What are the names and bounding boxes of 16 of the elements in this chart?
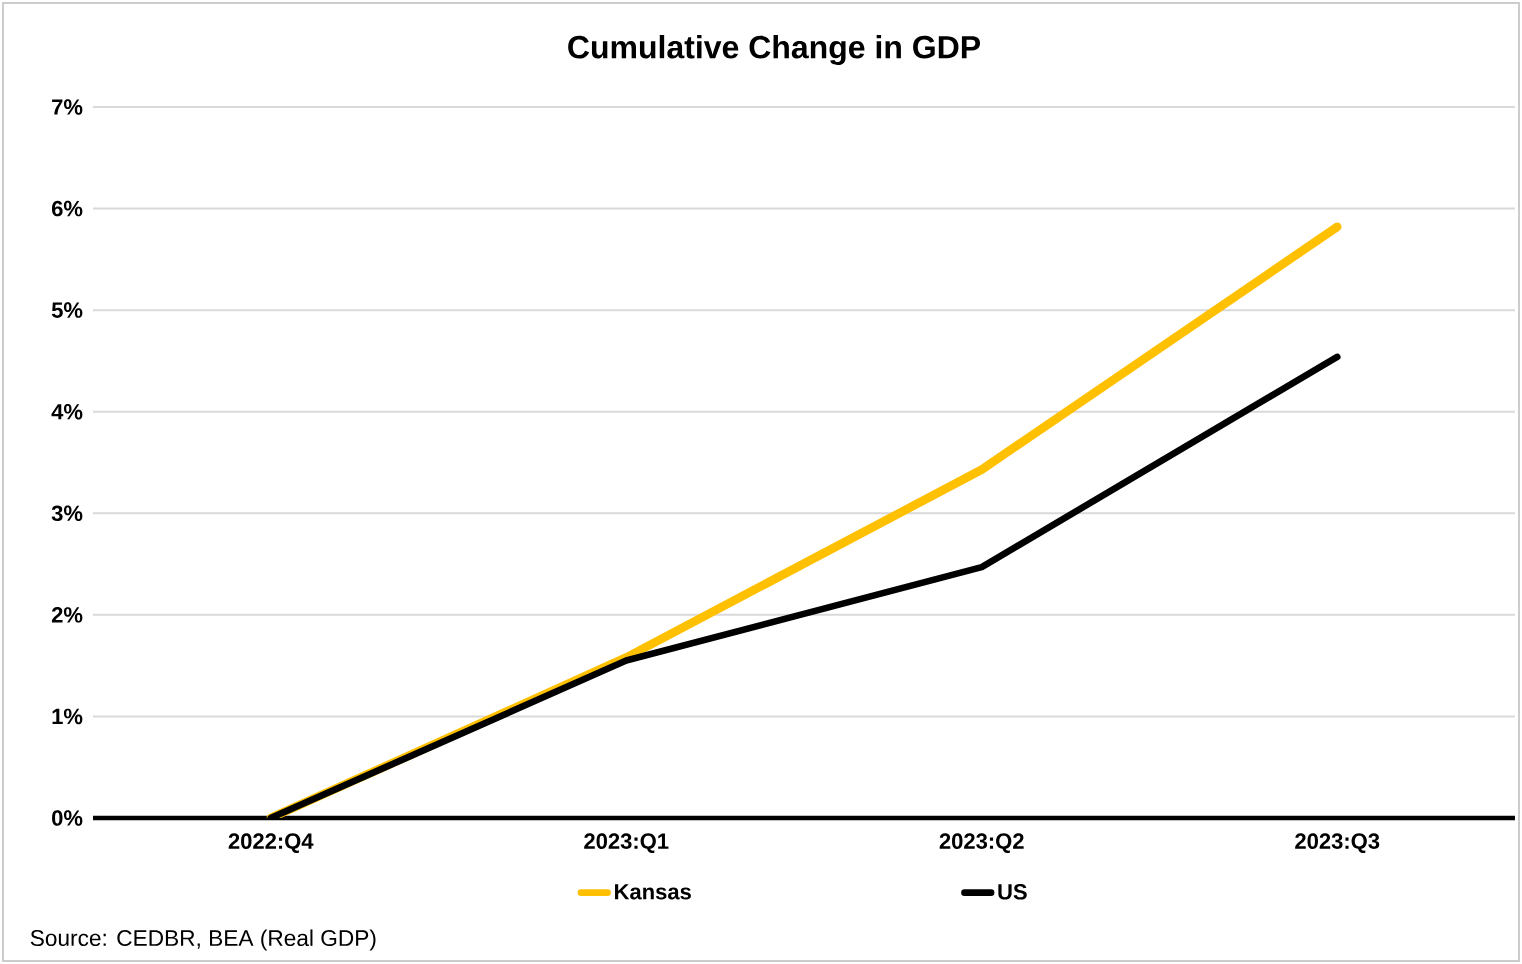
chart-title: Cumulative Change in GDP [568,35,981,65]
y-tick-label: 7% [52,99,83,115]
y-tick-label: 0% [52,810,83,826]
y-tick-label: 5% [51,302,83,318]
x-tick-label: 2023:Q3 [1295,833,1380,854]
x-tick-label: 2023:Q2 [939,833,1024,854]
y-tick-label: 1% [52,708,83,725]
legend-label: US [998,884,1027,900]
y-tick-label: 3% [51,505,83,522]
y-tick-label: 6% [51,200,83,217]
legend-label: Kansas [615,884,691,900]
x-tick-label: 2022:Q4 [228,833,314,854]
x-tick-label: 2023:Q1 [584,833,669,854]
y-tick-label: 2% [51,607,83,623]
y-tick-label: 4% [51,403,83,420]
source-note: Source: CEDBR, BEA (Real GDP) [30,929,376,951]
